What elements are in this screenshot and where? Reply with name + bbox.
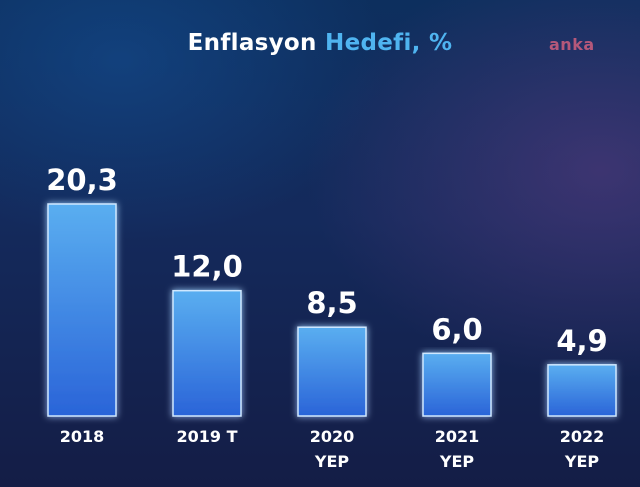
anka-logo: anka	[549, 35, 595, 54]
chart-title-part2: Hedefi, %	[325, 30, 453, 56]
value-label-2: 8,5	[306, 286, 357, 320]
category-label-1: 2019 T	[176, 427, 237, 446]
category-label-4: 2022	[560, 427, 605, 446]
category-label-2: 2020	[310, 427, 355, 446]
bar-3	[422, 352, 492, 417]
category-label-3: 2021	[435, 427, 480, 446]
category-label-3-line2: YEP	[439, 452, 475, 471]
value-label-3: 6,0	[431, 312, 482, 346]
category-label-2-line2: YEP	[314, 452, 350, 471]
category-label-0: 2018	[60, 427, 105, 446]
chart-title: Enflasyon Hedefi, %	[0, 30, 640, 56]
value-label-4: 4,9	[556, 324, 607, 358]
chart-title-part1: Enflasyon	[187, 30, 317, 56]
category-label-4-line2: YEP	[564, 452, 600, 471]
bar-1	[172, 289, 242, 417]
bar-4	[547, 364, 617, 417]
bar-2	[297, 326, 367, 417]
value-label-0: 20,3	[46, 163, 118, 197]
value-label-1: 12,0	[171, 250, 243, 284]
bar-0	[47, 203, 117, 417]
